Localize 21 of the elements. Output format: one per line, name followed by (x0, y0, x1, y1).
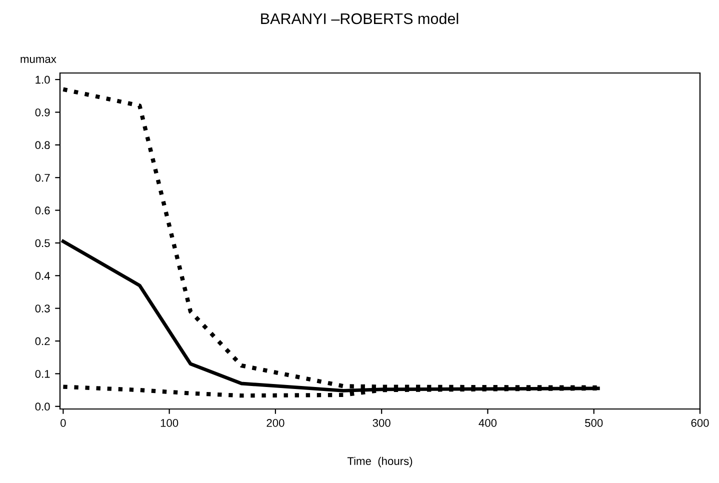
x-tick-label: 200 (266, 419, 284, 427)
x-tick-label: 400 (478, 419, 497, 427)
x-tick-label: 100 (160, 419, 178, 427)
x-tick-label: 500 (585, 419, 603, 427)
y-tick-label: 0.4 (35, 272, 50, 280)
y-tick-label: 1.0 (36, 76, 50, 84)
x-axis-title: Time (hours) (347, 456, 412, 468)
y-tick-label: 0.9 (35, 108, 50, 116)
y-tick-label: 0.3 (35, 304, 50, 312)
y-tick-label: 0.5 (35, 239, 50, 248)
y-tick-label: 0.7 (35, 174, 50, 182)
x-tick-label: 300 (372, 419, 390, 427)
y-tick-label: 0.1 (35, 370, 50, 378)
y-tick-label: 0.6 (35, 206, 50, 214)
chart-title: BARANYI –ROBERTS model (261, 12, 458, 24)
y-tick-label: 0.2 (35, 337, 50, 346)
y-axis-title: mumax (20, 56, 56, 63)
x-tick-label: 600 (691, 419, 709, 427)
x-tick-label: 0 (60, 419, 66, 427)
y-tick-label: 0.8 (35, 141, 50, 150)
y-tick-label: 0.0 (35, 402, 50, 411)
